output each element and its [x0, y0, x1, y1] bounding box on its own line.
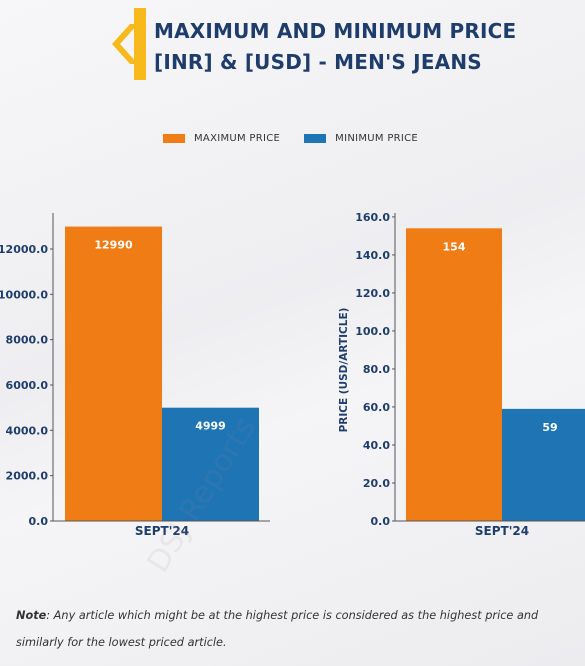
title-line-1: MAXIMUM AND MINIMUM PRICE: [154, 19, 517, 43]
data-label-max: 12990: [94, 239, 133, 252]
y-tick-label: 10000.0: [0, 288, 48, 301]
page-title: MAXIMUM AND MINIMUM PRICE [INR] & [USD] …: [154, 16, 516, 78]
chart-inr: 12990 4999 0.0 2000.0 4000.0 6000.0 8000.0 1000…: [0, 200, 290, 579]
y-tick-label: 2000.0: [6, 470, 49, 483]
footnote: Note: Any article which might be at the …: [16, 602, 578, 656]
chevron-accent-icon: [112, 8, 146, 80]
y-tick-label: 0.0: [371, 515, 391, 528]
legend-swatch-max: [163, 133, 185, 143]
chart-usd: 154 59 0.0 20.0 40.0 60.0 80.0 100.0 120.0 140.0 1…: [300, 200, 585, 545]
legend-label-max: MAXIMUM PRICE: [194, 132, 281, 144]
chart-inr-svg: 12990 4999 0.0 2000.0 4000.0 6000.0 8000.0 1000…: [0, 213, 270, 579]
legend-swatch-min: [304, 133, 327, 143]
title-line-2: [INR] & [USD] - MEN'S JEANS: [154, 50, 482, 74]
y-tick-label: 40.0: [363, 439, 390, 452]
bar-max: [65, 226, 162, 521]
data-label-min: 4999: [195, 420, 226, 433]
bar-max: [406, 228, 502, 521]
x-category-label: SEPT'24: [135, 524, 189, 538]
y-tick-label: 80.0: [363, 363, 390, 376]
y-tick-label: 60.0: [363, 401, 390, 414]
y-tick-label: 140.0: [355, 249, 390, 262]
y-tick-label: 0.0: [29, 515, 49, 528]
bar-min: [502, 408, 585, 521]
bar-min: [162, 407, 259, 521]
y-tick-label: 20.0: [363, 477, 390, 490]
y-tick-label: 8000.0: [6, 334, 49, 347]
y-tick-label: 100.0: [355, 325, 390, 338]
note-text: : Any article which might be at the high…: [16, 609, 539, 649]
y-tick-label: 6000.0: [6, 379, 49, 392]
data-label-max: 154: [443, 240, 466, 253]
y-axis-label: PRICE (USD/ARTICLE): [338, 308, 350, 433]
legend-item-min: MINIMUM PRICE: [304, 133, 418, 144]
legend-item-max: MAXIMUM PRICE: [163, 133, 280, 144]
y-tick-label: 4000.0: [6, 424, 49, 437]
x-category-label: SEPT'24: [475, 524, 529, 538]
y-tick-label: 120.0: [355, 287, 390, 300]
header: MAXIMUM AND MINIMUM PRICE [INR] & [USD] …: [108, 8, 568, 80]
chart-usd-svg: 154 59 0.0 20.0 40.0 60.0 80.0 100.0 120.0 140.0 1…: [338, 211, 585, 538]
y-tick-label: 12000.0: [0, 243, 48, 256]
legend-label-min: MINIMUM PRICE: [335, 132, 419, 144]
note-label: Note: [16, 609, 47, 622]
y-tick-label: 160.0: [355, 211, 390, 224]
legend: MAXIMUM PRICE MINIMUM PRICE: [163, 130, 442, 146]
data-label-min: 59: [542, 421, 557, 434]
